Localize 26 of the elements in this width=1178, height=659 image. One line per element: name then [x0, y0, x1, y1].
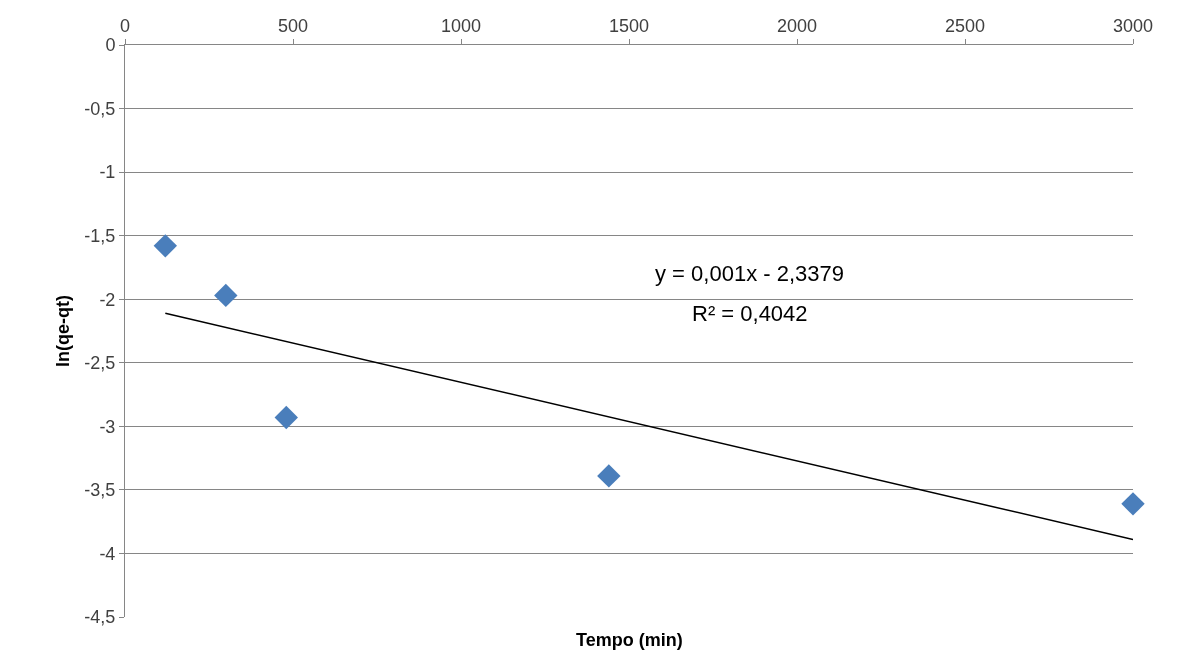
point: [597, 464, 621, 488]
y-tick-label: -4: [99, 543, 116, 564]
y-tick-label: 0: [105, 35, 116, 56]
x-tick-label: 500: [277, 15, 309, 36]
y-tick-label: -3,5: [84, 480, 116, 501]
y-tick-label: -0,5: [84, 98, 116, 119]
y-tick-label: -1: [99, 162, 116, 183]
point: [1121, 492, 1145, 516]
x-tick-label: 1500: [608, 15, 650, 36]
y-tick-label: -4,5: [84, 607, 116, 628]
y-tick-label: -2: [99, 289, 116, 310]
y-axis-title: ln(qe-qt): [52, 295, 73, 367]
x-tick-label: 3000: [1112, 15, 1154, 36]
annotation: y = 0,001x - 2,3379: [655, 261, 844, 286]
point: [274, 405, 298, 430]
point: [153, 234, 178, 258]
y-tick-label: -1,5: [84, 225, 116, 246]
y-tick-label: -3: [99, 416, 116, 437]
x-tick-label: 2500: [944, 15, 986, 36]
annotation: R² = 0,4042: [692, 301, 808, 326]
x-tick-label: 2000: [776, 15, 818, 36]
x-axis-title: Tempo (min): [576, 630, 683, 650]
x-tick-label: 1000: [440, 15, 482, 36]
point: [214, 283, 238, 308]
x-tick-label: 0: [119, 15, 131, 36]
y-tick-label: -2,5: [84, 353, 116, 374]
